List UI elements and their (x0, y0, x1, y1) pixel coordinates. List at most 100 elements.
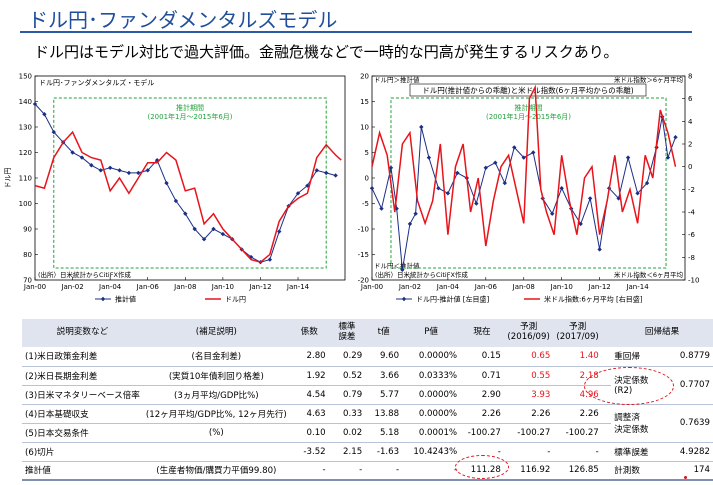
table-row: (3)日米マネタリーベース倍率 (3ヵ月平均/GDP比%) 4.54 0.79 5.77… (22, 385, 713, 404)
cell-p: 0.0333% (418, 370, 458, 381)
cell-now: 2.26 (481, 408, 501, 419)
estimate-highlight-oval (455, 455, 509, 479)
cell-t: -1.63 (376, 446, 400, 457)
page-title: ドル円･ファンダメンタルズモデル (28, 8, 338, 32)
cell-now: -100.27 (467, 427, 501, 438)
table-row: 推計値 (生産者物価/購買力平価99.80) - - - -111.28 116.92 126… (22, 461, 713, 480)
series-line-actual (371, 84, 677, 247)
x-tick-label: Jan-04 (436, 283, 460, 291)
y-tick-label: 10 (360, 124, 369, 132)
data-point (455, 170, 460, 176)
cell-note: (実質10年債利回り格差) (168, 371, 264, 382)
period-annotation-line1: 推計期間 (176, 103, 204, 112)
data-point (419, 124, 424, 130)
data-point (436, 186, 441, 191)
legend-estimate-label: ドル円-推計値 [左目盛] (416, 295, 489, 304)
data-point (98, 168, 103, 173)
cell-forecast-2016: -100.27 (517, 427, 551, 438)
result-label: 計測数 (614, 466, 640, 477)
cell-now: 0.71 (481, 370, 501, 381)
source-note: (出所）日米統計からCitiFX作成 (375, 270, 468, 279)
data-point (426, 155, 432, 160)
cell-t: 9.60 (379, 351, 400, 362)
deviation-chart: -20-15-10-505101520-10-8-6-4-202468Jan-0… (358, 73, 700, 304)
table-row: (6)切片 -3.52 2.15 -1.63 10.4243% - - - 標準誤差 4.9282 (22, 442, 713, 461)
data-point (267, 257, 273, 262)
data-point (483, 165, 489, 170)
estimation-period-box (53, 97, 327, 269)
x-tick-label: Jan-08 (512, 283, 535, 291)
cell-p: 0.0000% (418, 351, 458, 362)
y-tick-label: 15 (360, 98, 369, 106)
x-tick-label: Jan-06 (136, 283, 160, 291)
cell-p: - (454, 465, 458, 476)
y-right-tick-label: -8 (688, 254, 695, 262)
data-point (42, 112, 47, 117)
legend-actual-label: ドル円 (225, 296, 246, 304)
regression-table: 説明変数など (補足説明) 係数 標準 誤差 t値 P値 現在 予測 (2016/0… (22, 319, 713, 481)
header-now: 現在 (460, 319, 504, 347)
result-value: 174 (693, 465, 710, 476)
data-point (407, 221, 413, 227)
cell-now: 0.15 (481, 351, 501, 362)
x-tick-label: Jan-06 (474, 283, 498, 291)
cell-note: (3ヵ月平均/GDP比%) (173, 390, 259, 401)
data-point (400, 267, 405, 272)
y-right-tick-label: 2 (688, 141, 692, 149)
y-tick-label: 70 (23, 277, 32, 285)
data-point (79, 155, 85, 160)
cell-forecast-2016: 2.26 (531, 408, 551, 419)
corner-label-tr: 米ドル指数＞6ヶ月平均 (614, 75, 684, 84)
x-tick-label: Jan-14 (286, 283, 310, 291)
gap (601, 461, 612, 480)
y-right-tick-label: -10 (688, 277, 699, 285)
cell-note: (%) (208, 427, 224, 438)
gap (601, 423, 612, 442)
header-se: 標準 誤差 (328, 319, 366, 347)
cell-p: 10.4243% (413, 446, 458, 457)
data-point (413, 211, 418, 216)
data-point (559, 186, 564, 191)
data-point (211, 226, 216, 232)
cell-forecast-2016: 0.55 (531, 370, 551, 381)
cell-se: 0.52 (343, 370, 363, 381)
data-point (32, 101, 38, 107)
header-t: t値 (365, 319, 403, 347)
data-point (295, 191, 301, 196)
footer-mark (684, 476, 687, 479)
y-tick-label: 80 (23, 251, 32, 259)
cell-variable: (3)日米マネタリーベース倍率 (25, 390, 140, 401)
cell-coef: 0.10 (306, 427, 326, 438)
cell-p: 0.0001% (418, 427, 458, 438)
data-point (597, 247, 602, 252)
legend-estimate-label: 推計値 (115, 295, 136, 304)
data-point (117, 168, 122, 173)
cell-coef: -3.52 (303, 446, 326, 457)
x-tick-label: Jan-12 (248, 283, 271, 291)
data-point (136, 170, 141, 176)
cell-se: 0.79 (343, 389, 363, 400)
page-subtitle: ドル円はモデル対比で過大評価。金融危機などで一時的な円高が発生するリスクあり。 (34, 43, 619, 61)
series-line-actual (34, 130, 342, 264)
cell-forecast-2017: -100.27 (565, 427, 599, 438)
cell-forecast-2017: - (595, 446, 599, 457)
data-point (474, 201, 479, 206)
data-point (201, 237, 207, 242)
cell-t: 13.88 (374, 408, 400, 419)
cell-forecast-2017: 2.26 (579, 408, 599, 419)
cell-t: - (396, 465, 400, 476)
x-tick-label: Jan-00 (23, 283, 46, 291)
data-point (521, 155, 526, 160)
cell-forecast-2017: 126.85 (568, 465, 599, 476)
cell-p: 0.0000% (418, 408, 458, 419)
data-point (445, 191, 451, 196)
y-tick-label: -5 (362, 200, 369, 208)
source-note: (出所）日米統計からCitiFX作成 (38, 270, 131, 279)
cell-t: 5.18 (379, 427, 400, 438)
y-right-tick-label: -4 (688, 209, 696, 217)
cell-se: 0.33 (343, 408, 363, 419)
data-point (550, 211, 555, 216)
y-axis-label: ドル円 (4, 168, 12, 189)
data-point (665, 155, 671, 160)
y-tick-label: -20 (358, 277, 369, 285)
